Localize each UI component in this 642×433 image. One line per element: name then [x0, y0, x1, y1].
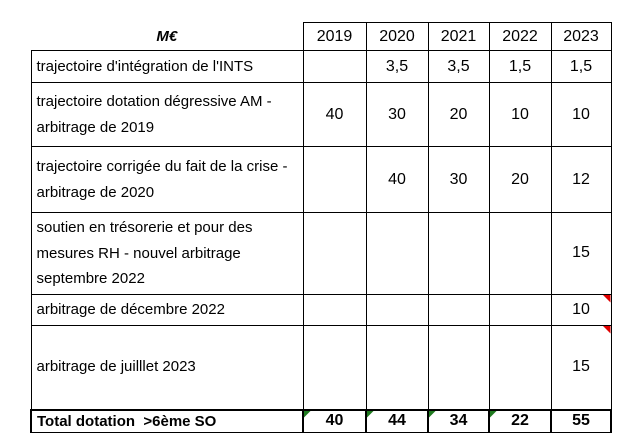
row-label-cell[interactable]: trajectoire corrigée du fait de la crise… [30, 146, 304, 213]
row-label-cell[interactable]: trajectoire dotation dégressive AM - arb… [30, 82, 304, 147]
budget-table: M€ 2019 2020 2021 2022 2023 trajectoire … [30, 22, 612, 433]
value-cell[interactable]: 1,5 [550, 50, 612, 83]
value-cell[interactable] [302, 324, 367, 410]
total-row: Total dotation >6ème SO 40 44 34 22 55 [30, 408, 612, 433]
green-error-marker-icon [430, 411, 436, 418]
value-cell[interactable] [302, 146, 367, 213]
value-cell[interactable] [488, 293, 552, 326]
value-cell[interactable]: 30 [365, 82, 429, 147]
value-cell[interactable]: 3,5 [365, 50, 429, 83]
value-cell[interactable]: 40 [302, 82, 367, 147]
value-cell[interactable]: 20 [427, 82, 490, 147]
value-cell[interactable]: 3,5 [427, 50, 490, 83]
value-cell[interactable] [365, 324, 429, 410]
year-header-cell-2022[interactable]: 2022 [488, 22, 552, 51]
year-header-cell-2019[interactable]: 2019 [302, 22, 367, 51]
table-row: trajectoire dotation dégressive AM - arb… [30, 82, 612, 147]
value-cell[interactable]: 10 [550, 293, 612, 326]
table-row: arbitrage de décembre 2022 10 [30, 293, 612, 326]
value-cell[interactable] [302, 293, 367, 326]
unit-header-cell[interactable]: M€ [156, 27, 178, 45]
green-error-marker-icon [305, 411, 311, 418]
year-header-cell-2023[interactable]: 2023 [550, 22, 612, 51]
value-cell[interactable] [365, 293, 429, 326]
total-value-cell[interactable]: 40 [302, 408, 367, 433]
header-row: M€ 2019 2020 2021 2022 2023 [31, 22, 612, 51]
value-text: 34 [449, 412, 468, 429]
value-text: 44 [388, 412, 406, 429]
table-row: trajectoire corrigée du fait de la crise… [30, 146, 612, 213]
value-cell[interactable]: 10 [488, 82, 552, 147]
table-row: soutien en trésorerie et pour des mesure… [30, 212, 612, 295]
green-error-marker-icon [368, 411, 374, 418]
table-row: arbitrage de juilllet 2023 15 [30, 324, 612, 410]
table-row: trajectoire d'intégration de l'INTS 3,5 … [30, 50, 612, 83]
value-cell[interactable] [427, 293, 490, 326]
row-label-cell[interactable]: soutien en trésorerie et pour des mesure… [30, 212, 304, 295]
value-text: 40 [325, 412, 344, 429]
value-text: 22 [511, 412, 529, 429]
year-header-cell-2021[interactable]: 2021 [427, 22, 490, 51]
value-cell[interactable] [488, 324, 552, 410]
value-cell[interactable]: 40 [365, 146, 429, 213]
value-cell[interactable] [365, 212, 429, 295]
value-cell[interactable]: 20 [488, 146, 552, 213]
value-cell[interactable]: 1,5 [488, 50, 552, 83]
value-cell[interactable] [302, 50, 367, 83]
total-value-cell[interactable]: 44 [365, 408, 429, 433]
row-label-cell[interactable]: arbitrage de décembre 2022 [30, 293, 304, 326]
row-label-cell[interactable]: arbitrage de juilllet 2023 [30, 324, 304, 410]
year-header-cell-2020[interactable]: 2020 [365, 22, 429, 51]
value-cell[interactable] [302, 212, 367, 295]
value-text: 15 [572, 358, 590, 375]
row-label-cell[interactable]: trajectoire d'intégration de l'INTS [30, 50, 304, 83]
value-text: 10 [572, 300, 590, 318]
total-value-cell[interactable]: 55 [550, 408, 612, 433]
value-cell[interactable]: 15 [550, 324, 612, 410]
total-value-cell[interactable]: 22 [488, 408, 552, 433]
red-comment-marker-icon [602, 325, 610, 334]
value-cell[interactable] [427, 212, 490, 295]
total-value-cell[interactable]: 34 [427, 408, 490, 433]
value-cell[interactable]: 10 [550, 82, 612, 147]
value-cell[interactable] [427, 324, 490, 410]
value-cell[interactable]: 30 [427, 146, 490, 213]
total-label-cell[interactable]: Total dotation >6ème SO [30, 408, 304, 433]
value-cell[interactable] [488, 212, 552, 295]
value-text: 55 [572, 412, 590, 429]
green-error-marker-icon [491, 411, 497, 418]
value-cell[interactable]: 12 [550, 146, 612, 213]
value-cell[interactable]: 15 [550, 212, 612, 295]
red-comment-marker-icon [602, 295, 610, 303]
